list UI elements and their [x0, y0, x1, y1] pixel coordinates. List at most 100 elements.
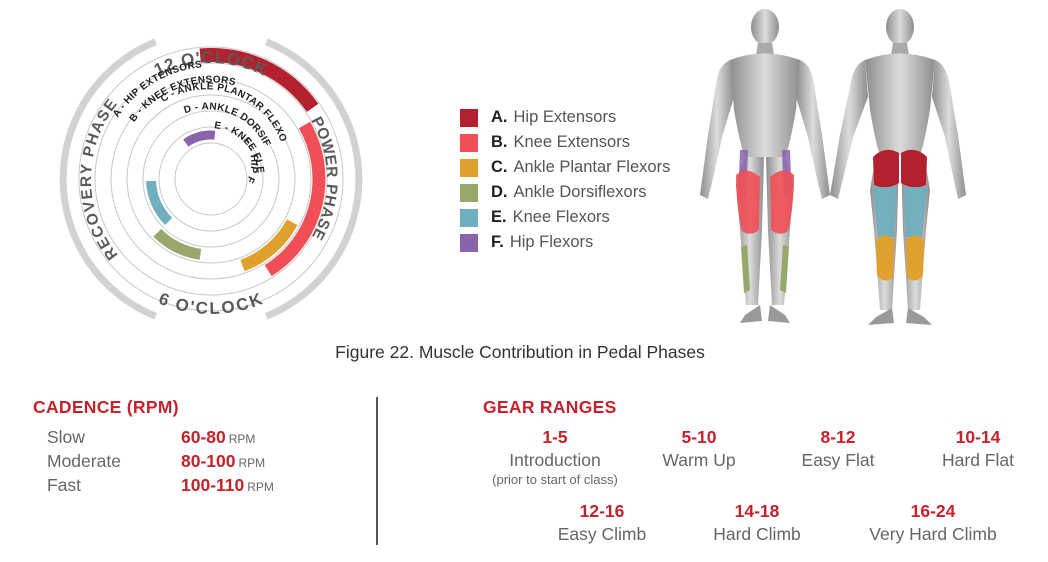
back-right-arm [932, 60, 966, 199]
back-left-arm [830, 60, 868, 199]
legend-name: Ankle Plantar Flexors [513, 158, 671, 176]
legend-letter: C. [491, 158, 508, 176]
wheel-ring-1 [94, 62, 328, 296]
legend-item-knee-extensors: B. Knee Extensors [460, 130, 670, 155]
wheel-ring-0 [78, 46, 344, 312]
legend-swatch [460, 133, 478, 152]
gear-item-easy-flat: 8-12 Easy Flat [748, 427, 928, 471]
cadence-unit: RPM [238, 456, 266, 470]
cadence-unit: RPM [247, 480, 274, 494]
front-figure [700, 9, 830, 323]
legend-swatch [460, 183, 478, 202]
six-oclock-label: 6 O'CLOCK [156, 289, 266, 318]
power-phase-band [265, 38, 363, 320]
cadence-value-fast: 100-110 RPM [181, 475, 274, 496]
gear-label: Hard Climb [713, 524, 801, 544]
gear-label: Hard Flat [942, 450, 1014, 470]
back-calf-right [906, 235, 924, 281]
back-hamstring-right [904, 187, 927, 237]
wheel-ring-5 [158, 126, 264, 232]
knee-extensors-arc [264, 121, 326, 277]
legend-swatch [460, 208, 478, 227]
gear-label: Introduction [509, 450, 601, 470]
ankle-plantar-flexors-arc [240, 219, 298, 272]
gear-range: 10-14 [955, 427, 1001, 447]
legend-item-hip-flexors: F. Hip Flexors [460, 230, 670, 255]
gear-note: (prior to start of class) [492, 472, 618, 487]
legend-letter: D. [491, 183, 508, 201]
back-torso [865, 53, 935, 155]
cadence-range: 100-110 [181, 475, 245, 495]
gear-range: 12-16 [579, 501, 625, 521]
section-divider [376, 397, 378, 545]
legend-name: Ankle Dorsiflexors [513, 183, 647, 201]
front-quad-right [770, 170, 794, 234]
gear-item-warm-up: 5-10 Warm Up [609, 427, 789, 471]
gear-label: Very Hard Climb [869, 524, 997, 544]
gear-range: 8-12 [820, 427, 856, 447]
legend-name: Hip Flexors [509, 233, 594, 251]
legend-swatch [460, 108, 478, 127]
legend-letter: A. [491, 108, 508, 126]
gear-label: Easy Climb [557, 524, 647, 544]
gear-label: Warm Up [662, 450, 736, 470]
legend-item-hip-extensors: A. Hip Extensors [460, 105, 670, 130]
wheel-ring-6 [174, 142, 248, 216]
gear-item-introduction: 1-5 Introduction (prior to start of clas… [465, 427, 645, 487]
back-glute-left [873, 149, 899, 188]
wheel-ring-4 [142, 110, 280, 248]
legend-name: Hip Extensors [513, 108, 617, 126]
pedal-phase-wheel: 12 O'CLOCK 6 O'CLOCK RECOVERY PHASE POWE… [0, 0, 363, 320]
anatomy-figures [700, 9, 966, 325]
gear-item-hard-flat: 10-14 Hard Flat [888, 427, 1048, 471]
wheel-rings [59, 38, 363, 320]
back-hamstring-left [873, 187, 896, 237]
legend-name: Knee Extensors [513, 133, 630, 151]
front-right-arm [796, 60, 830, 199]
legend-item-knee-flexors: E. Knee Flexors [460, 205, 670, 230]
cadence-range: 80-100 [181, 451, 236, 471]
ring-labels: A - HIP EXTENSORS B - KNEE EXTENSORS C -… [0, 0, 288, 185]
front-torso [730, 53, 800, 157]
back-head [886, 9, 914, 45]
legend-letter: F. [491, 233, 504, 251]
gear-ranges-title: GEAR RANGES [483, 397, 617, 417]
back-calf-left [876, 235, 894, 281]
back-glute-right [901, 149, 927, 188]
recovery-phase-label: RECOVERY PHASE [78, 95, 121, 263]
cadence-unit: RPM [228, 432, 256, 446]
gear-range: 1-5 [542, 427, 568, 447]
gear-label: Easy Flat [801, 450, 875, 470]
front-head [751, 9, 779, 45]
front-left-arm [700, 60, 734, 199]
cadence-label-moderate: Moderate [47, 451, 121, 471]
legend-swatch [460, 233, 478, 252]
muscle-legend: A. Hip Extensors B. Knee Extensors C. An… [460, 105, 670, 255]
gear-item-very-hard-climb: 16-24 Very Hard Climb [843, 501, 1023, 545]
cadence-title: CADENCE (RPM) [33, 397, 179, 417]
legend-name: Knee Flexors [512, 208, 610, 226]
wheel-arcs [146, 48, 326, 277]
front-shin-right [780, 245, 789, 293]
back-figure [830, 9, 966, 325]
gear-item-hard-climb: 14-18 Hard Climb [667, 501, 847, 545]
wheel-ring-2 [110, 78, 312, 280]
gear-range: 14-18 [734, 501, 780, 521]
front-quad-left [736, 170, 760, 234]
legend-item-ankle-dorsiflexors: D. Ankle Dorsiflexors [460, 180, 670, 205]
legend-item-ankle-plantar-flexors: C. Ankle Plantar Flexors [460, 155, 670, 180]
legend-letter: B. [491, 133, 508, 151]
gear-item-easy-climb: 12-16 Easy Climb [512, 501, 692, 545]
knee-flexors-arc [146, 180, 173, 225]
recovery-phase-band [59, 38, 157, 320]
legend-letter: E. [491, 208, 507, 226]
cadence-label-fast: Fast [47, 475, 82, 495]
hip-flexors-arc [183, 130, 216, 147]
hip-extensors-arc [199, 48, 319, 113]
figure-caption: Figure 22. Muscle Contribution in Pedal … [335, 342, 705, 362]
cadence-range: 60-80 [181, 427, 226, 447]
wheel-ring-3 [126, 94, 296, 264]
cadence-label-slow: Slow [47, 427, 85, 447]
ankle-dorsiflexors-arc [153, 228, 202, 260]
cadence-value-moderate: 80-100 RPM [181, 451, 265, 472]
